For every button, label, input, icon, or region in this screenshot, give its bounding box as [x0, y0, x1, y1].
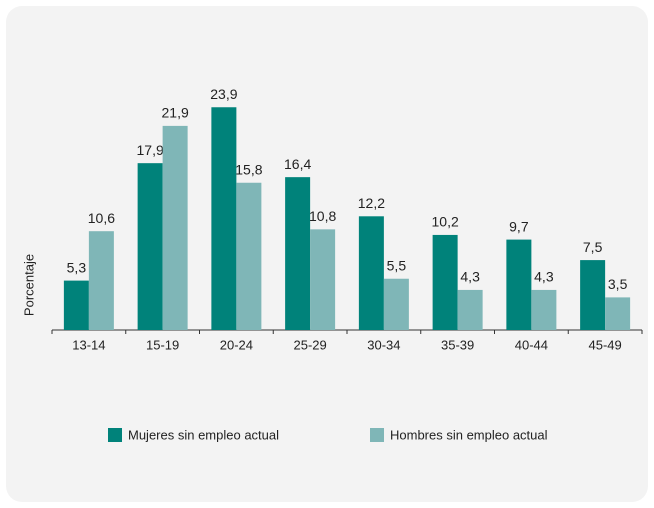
bar	[162, 125, 188, 330]
value-label: 10,8	[309, 208, 336, 224]
bar	[506, 239, 532, 330]
y-axis-label: Porcentaje	[21, 254, 36, 316]
bar	[383, 278, 409, 330]
bar	[88, 231, 114, 330]
value-label: 10,6	[88, 210, 115, 226]
value-label: 12,2	[358, 195, 385, 211]
x-tick-label: 30-34	[367, 337, 400, 352]
value-label: 9,7	[509, 218, 529, 234]
bar	[285, 177, 311, 330]
value-label: 16,4	[284, 156, 311, 172]
bar	[432, 234, 458, 330]
bar	[236, 182, 262, 330]
bar	[63, 280, 89, 330]
value-label: 7,5	[583, 239, 603, 255]
value-label: 23,9	[210, 86, 237, 102]
legend-swatch	[108, 428, 122, 442]
legend-label: Mujeres sin empleo actual	[128, 427, 279, 442]
x-tick-label: 35-39	[441, 337, 474, 352]
bar	[358, 216, 384, 330]
value-label: 21,9	[162, 105, 189, 121]
x-tick-label: 40-44	[515, 337, 548, 352]
value-label: 5,3	[67, 259, 87, 275]
value-label: 17,9	[137, 142, 164, 158]
x-tick-label: 45-49	[589, 337, 622, 352]
bar	[137, 163, 163, 330]
value-label: 15,8	[235, 161, 262, 177]
value-label: 4,3	[460, 269, 480, 285]
bar	[211, 107, 237, 330]
bar	[605, 297, 631, 330]
x-tick-label: 25-29	[294, 337, 327, 352]
bar	[531, 289, 557, 330]
value-label: 5,5	[387, 257, 407, 273]
bar	[580, 260, 606, 330]
legend-label: Hombres sin empleo actual	[390, 427, 548, 442]
value-label: 4,3	[534, 269, 554, 285]
x-tick-label: 15-19	[146, 337, 179, 352]
bar	[310, 229, 336, 330]
x-tick-label: 20-24	[220, 337, 253, 352]
value-label: 10,2	[432, 214, 459, 230]
x-tick-label: 13-14	[72, 337, 105, 352]
legend-swatch	[370, 428, 384, 442]
bar	[457, 289, 483, 330]
value-label: 3,5	[608, 276, 628, 292]
